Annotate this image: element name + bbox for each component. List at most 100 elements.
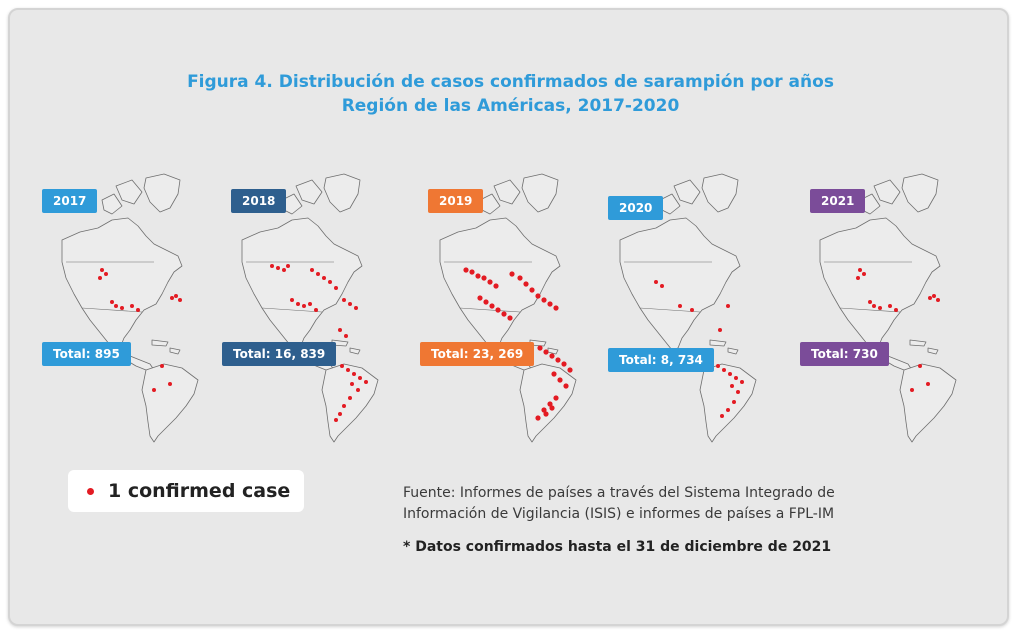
case-dot [910, 388, 914, 392]
case-dot [561, 361, 567, 367]
country-outline [521, 173, 559, 213]
year-badge: 2020 [608, 196, 664, 220]
case-dot [348, 302, 352, 306]
case-dot [463, 267, 469, 273]
country-outline [547, 347, 559, 355]
legend: 1 confirmed case [68, 470, 304, 512]
case-dot [547, 401, 553, 407]
red-dot-icon [87, 487, 94, 495]
country-outline [151, 339, 169, 347]
case-dot [555, 357, 561, 363]
data-cutoff-note: * Datos confirmados hasta el 31 de dicie… [403, 539, 832, 555]
border-line [81, 307, 143, 313]
case-dot [862, 272, 866, 276]
case-dot [720, 414, 724, 418]
figure-frame: Figura 4. Distribución de casos confirma… [8, 8, 1009, 626]
case-dot [736, 390, 740, 394]
case-dot [338, 328, 342, 332]
case-dot [551, 371, 557, 377]
case-dot [344, 334, 348, 338]
total-badge: Total: 16, 839 [222, 342, 337, 366]
country-outline [143, 173, 181, 213]
case-dot [334, 286, 338, 290]
country-outline [927, 347, 939, 355]
country-outline [709, 339, 727, 347]
country-outline [699, 363, 757, 443]
country-outline [493, 179, 521, 205]
case-dot [888, 304, 892, 308]
case-dot [726, 408, 730, 412]
total-badge: Total: 730 [800, 342, 889, 366]
case-dot [308, 302, 312, 306]
case-dot [535, 293, 541, 299]
total-badge: Total: 8, 734 [608, 348, 714, 372]
border-line [839, 307, 901, 313]
case-dot [342, 404, 346, 408]
case-dot [501, 311, 507, 317]
border-line [639, 307, 701, 313]
case-dot [543, 411, 549, 417]
map-panel-2019: 2019 Total: 23, 269 [420, 170, 580, 445]
case-dot [529, 287, 535, 293]
case-dot [489, 303, 495, 309]
case-dot [481, 275, 487, 281]
americas-map [439, 173, 577, 443]
country-outline [439, 217, 561, 351]
case-dot [130, 304, 134, 308]
case-dot [549, 405, 555, 411]
country-outline [701, 173, 739, 213]
case-dot [918, 364, 922, 368]
case-dot [541, 407, 547, 413]
case-dot [338, 412, 342, 416]
source-note: Fuente: Informes de países a través del … [403, 483, 835, 525]
case-dot [878, 306, 882, 310]
country-outline [115, 179, 143, 205]
case-dot [310, 268, 314, 272]
case-dot [348, 396, 352, 400]
case-dot [726, 304, 730, 308]
case-dot [858, 268, 862, 272]
country-outline [873, 179, 901, 205]
case-dot [932, 294, 936, 298]
title-line-2: Región de las Américas, 2017-2020 [341, 96, 680, 116]
case-dot [174, 294, 178, 298]
case-dot [282, 268, 286, 272]
country-outline [673, 179, 701, 205]
americas-map [619, 173, 757, 443]
case-dot [660, 284, 664, 288]
case-dot [718, 328, 722, 332]
country-outline [321, 363, 379, 443]
case-dot [509, 271, 515, 277]
case-dot [170, 296, 174, 300]
country-outline [619, 217, 741, 351]
case-dot [936, 298, 940, 302]
case-dot [286, 264, 290, 268]
case-dot [553, 395, 559, 401]
case-dot [160, 364, 164, 368]
case-dot [549, 353, 555, 359]
americas-map [61, 173, 199, 443]
country-outline [101, 193, 123, 215]
case-dot [178, 298, 182, 302]
border-line [459, 307, 521, 313]
year-badge: 2018 [231, 189, 287, 213]
country-outline [899, 363, 957, 443]
case-dot [517, 275, 523, 281]
case-dot [541, 297, 547, 303]
country-outline [349, 347, 361, 355]
americas-map [819, 173, 957, 443]
case-dot [868, 300, 872, 304]
case-dot [547, 301, 553, 307]
case-dot [716, 364, 720, 368]
country-outline [323, 173, 361, 213]
case-dot [654, 280, 658, 284]
case-dot [894, 308, 898, 312]
country-outline [901, 173, 939, 213]
case-dot [364, 380, 368, 384]
map-panel-2020: 2020 Total: 8, 734 [600, 170, 760, 445]
case-dot [276, 266, 280, 270]
case-dot [872, 304, 876, 308]
case-dot [477, 295, 483, 301]
case-dot [356, 388, 360, 392]
case-dot [543, 349, 549, 355]
